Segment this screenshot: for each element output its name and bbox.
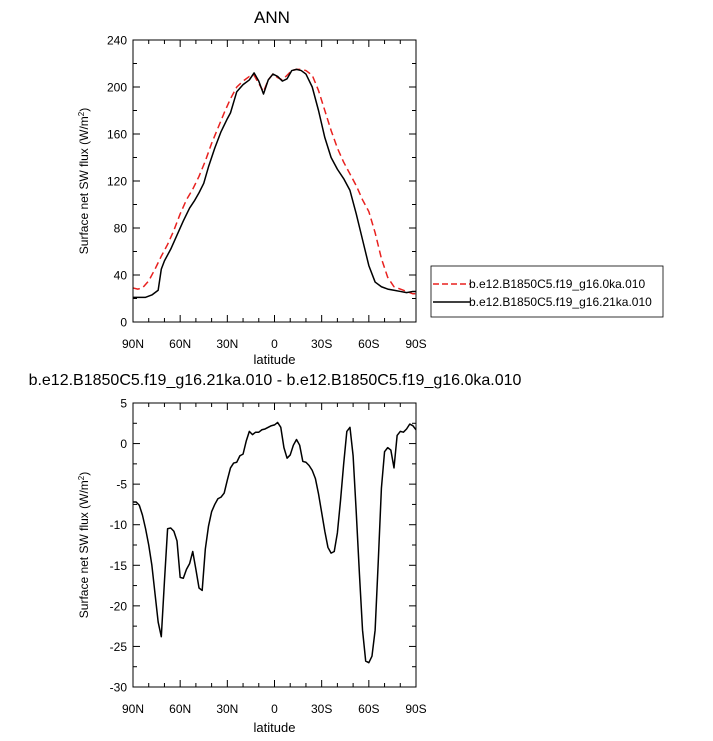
bottom-ytick-label: -10 bbox=[110, 518, 128, 532]
top-x-axis: 90N 60N 30N 0 30S 60S 90S bbox=[122, 40, 427, 351]
top-chart-title: ANN bbox=[254, 8, 290, 27]
difference-panel: b.e12.B1850C5.f19_g16.21ka.010 - b.e12.B… bbox=[29, 372, 522, 735]
top-ytick-label: 40 bbox=[114, 269, 128, 283]
bottom-ytick-label: -5 bbox=[116, 478, 127, 492]
top-xtick-label: 0 bbox=[271, 337, 278, 351]
bottom-ytick-label: -15 bbox=[110, 559, 128, 573]
top-ytick-label: 80 bbox=[114, 222, 128, 236]
bottom-xtick-label: 60N bbox=[169, 702, 191, 716]
legend-box bbox=[430, 265, 664, 318]
top-ytick-label: 200 bbox=[107, 81, 127, 95]
bottom-ytick-label: -25 bbox=[110, 640, 128, 654]
bottom-y-axis-label: Surface net SW flux (W/m2) bbox=[77, 472, 92, 618]
bottom-series-layer bbox=[133, 421, 417, 664]
top-series-line-0 bbox=[132, 68, 416, 295]
bottom-x-axis: 90N 60N 30N 0 30S 60S 90S bbox=[122, 403, 427, 716]
top-xtick-label: 60S bbox=[358, 337, 379, 351]
top-y-axis-label-tail: ) bbox=[77, 108, 91, 112]
top-xtick-label: 90S bbox=[405, 337, 426, 351]
top-y-axis-label-sup: 2 bbox=[77, 111, 86, 116]
top-y-axis: 0 40 80 120 160 200 240 bbox=[107, 34, 416, 330]
bottom-chart-title: b.e12.B1850C5.f19_g16.21ka.010 - b.e12.B… bbox=[29, 372, 522, 389]
top-series-line-1 bbox=[133, 68, 416, 299]
top-ytick-label: 0 bbox=[120, 316, 127, 330]
bottom-xtick-label: 0 bbox=[271, 702, 278, 716]
bottom-x-axis-label: latitude bbox=[254, 720, 296, 735]
bottom-ytick-label: 5 bbox=[120, 397, 127, 411]
legend-label-0ka: b.e12.B1850C5.f19_g16.0ka.010 bbox=[469, 277, 645, 291]
top-ytick-label: 240 bbox=[107, 34, 127, 48]
top-xtick-label: 60N bbox=[169, 337, 191, 351]
bottom-ytick-label: -20 bbox=[110, 599, 128, 613]
top-ytick-label: 160 bbox=[107, 128, 127, 142]
top-xtick-label: 30S bbox=[311, 337, 332, 351]
bottom-ytick-label: 0 bbox=[120, 437, 127, 451]
top-y-axis-label-main: Surface net SW flux (W/m bbox=[77, 116, 91, 254]
bottom-xtick-label: 30N bbox=[216, 702, 238, 716]
bottom-xtick-label: 60S bbox=[358, 702, 379, 716]
top-xtick-label: 30N bbox=[216, 337, 238, 351]
bottom-y-axis: -30 -25 -20 -15 -10 -5 0 5 bbox=[110, 397, 416, 695]
top-ytick-label: 120 bbox=[107, 175, 127, 189]
bottom-ytick-label: -30 bbox=[110, 681, 128, 695]
bottom-xtick-label: 90S bbox=[405, 702, 426, 716]
top-y-axis-label: Surface net SW flux (W/m2) bbox=[77, 108, 92, 254]
bottom-xtick-label: 90N bbox=[122, 702, 144, 716]
bottom-series-line-0 bbox=[133, 421, 417, 664]
bottom-xtick-label: 30S bbox=[311, 702, 332, 716]
top-x-axis-label: latitude bbox=[254, 352, 296, 367]
top-series-layer bbox=[132, 68, 416, 299]
top-xtick-label: 90N bbox=[122, 337, 144, 351]
legend-label-21ka: b.e12.B1850C5.f19_g16.21ka.010 bbox=[469, 295, 652, 309]
bottom-y-axis-label-tail: ) bbox=[77, 472, 91, 476]
legend: b.e12.B1850C5.f19_g16.0ka.010 b.e12.B185… bbox=[430, 265, 664, 318]
bottom-y-axis-label-sup: 2 bbox=[77, 475, 86, 480]
bottom-y-axis-label-main: Surface net SW flux (W/m bbox=[77, 480, 91, 618]
